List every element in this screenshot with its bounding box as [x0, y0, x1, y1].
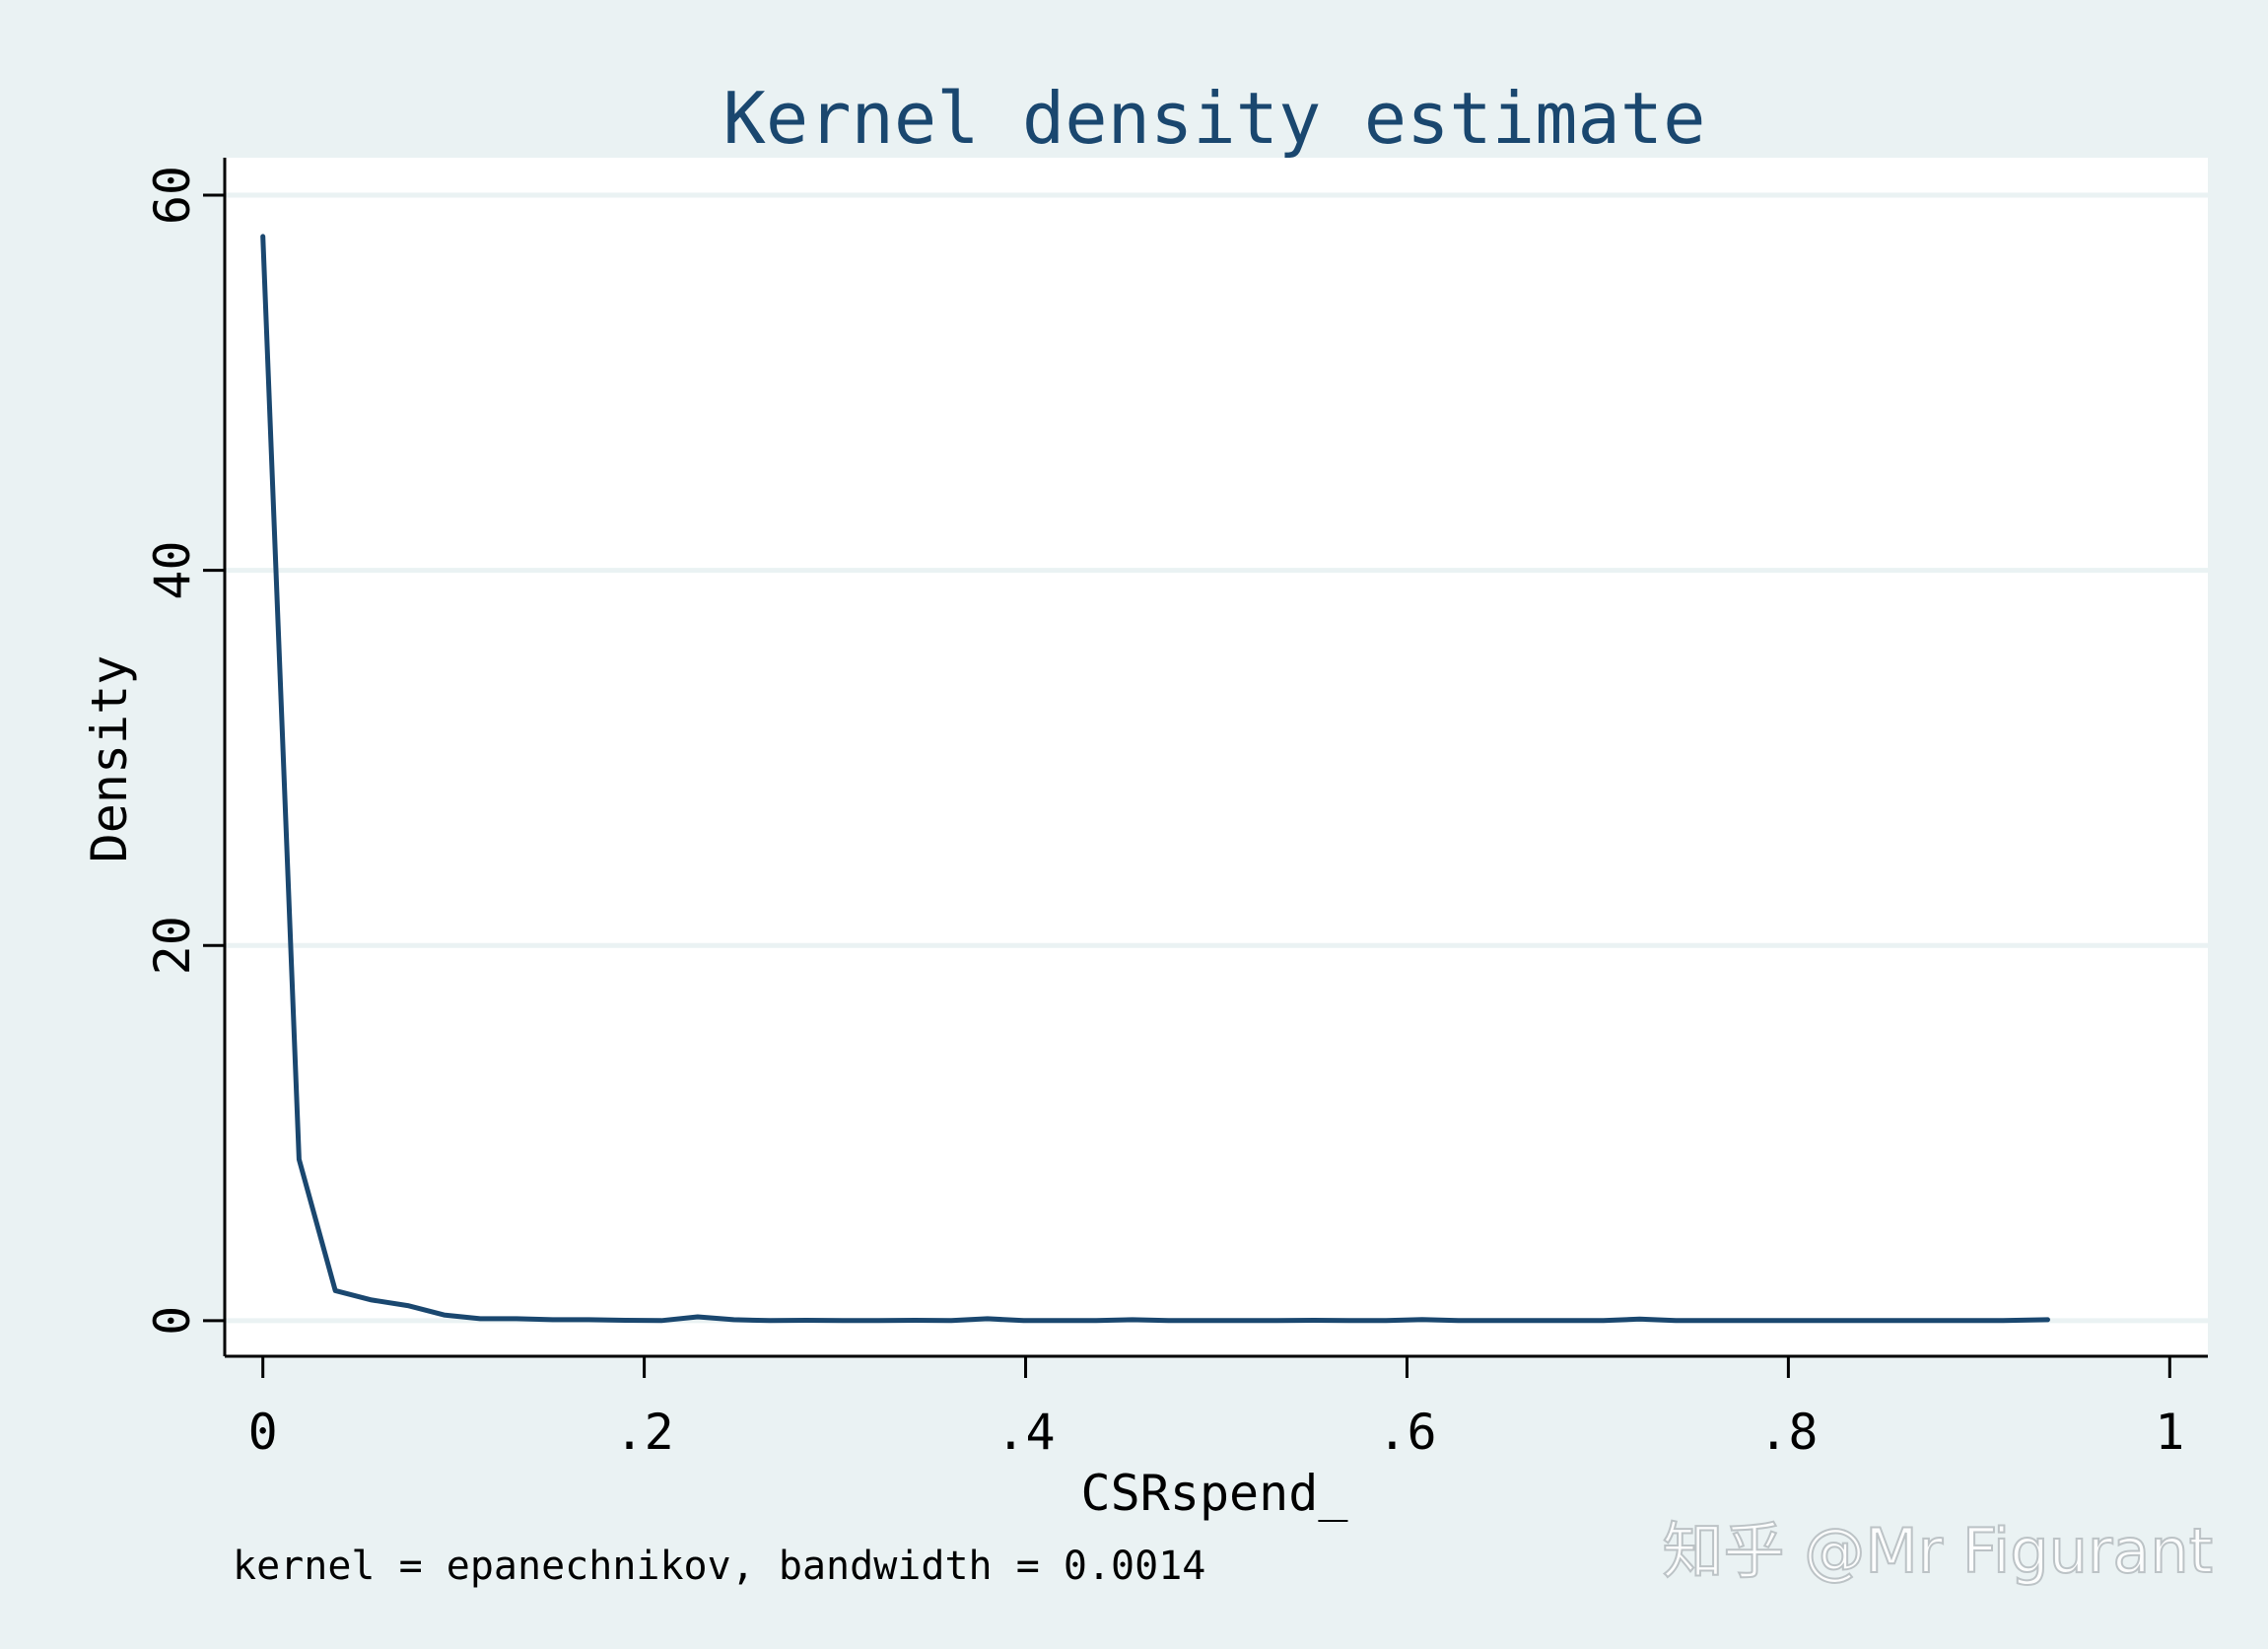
series-layer	[260, 234, 2050, 1324]
y-tick-label: 20	[144, 916, 201, 975]
plot-background	[225, 158, 2208, 1356]
kernel-note: kernel = epanechnikov, bandwidth = 0.001…	[233, 1544, 1205, 1589]
x-tick-label: .4	[996, 1404, 1055, 1461]
x-tick-labels: 0 .2 .4 .6 .8 1	[248, 1404, 2185, 1461]
y-tick-label: 40	[144, 541, 201, 600]
x-tick-label: .2	[615, 1404, 674, 1461]
x-tick-label: 1	[2155, 1404, 2184, 1461]
x-tick-label: 0	[248, 1404, 278, 1461]
y-axis-label: Density	[81, 655, 138, 863]
x-tick-label: .8	[1758, 1404, 1818, 1461]
axes	[223, 158, 2208, 1358]
y-tick-labels: 0 20 40 60	[144, 166, 201, 1336]
y-tick-label: 0	[144, 1306, 201, 1336]
watermark: 知乎 @Mr Figurant	[1662, 1515, 2213, 1587]
x-tick-label: .6	[1377, 1404, 1436, 1461]
tick-marks	[203, 193, 2171, 1378]
chart-title: Kernel density estimate	[723, 77, 1706, 160]
y-tick-label: 60	[144, 166, 201, 225]
x-axis-label: CSRspend_	[1081, 1465, 1349, 1522]
density-line	[260, 234, 2050, 1324]
